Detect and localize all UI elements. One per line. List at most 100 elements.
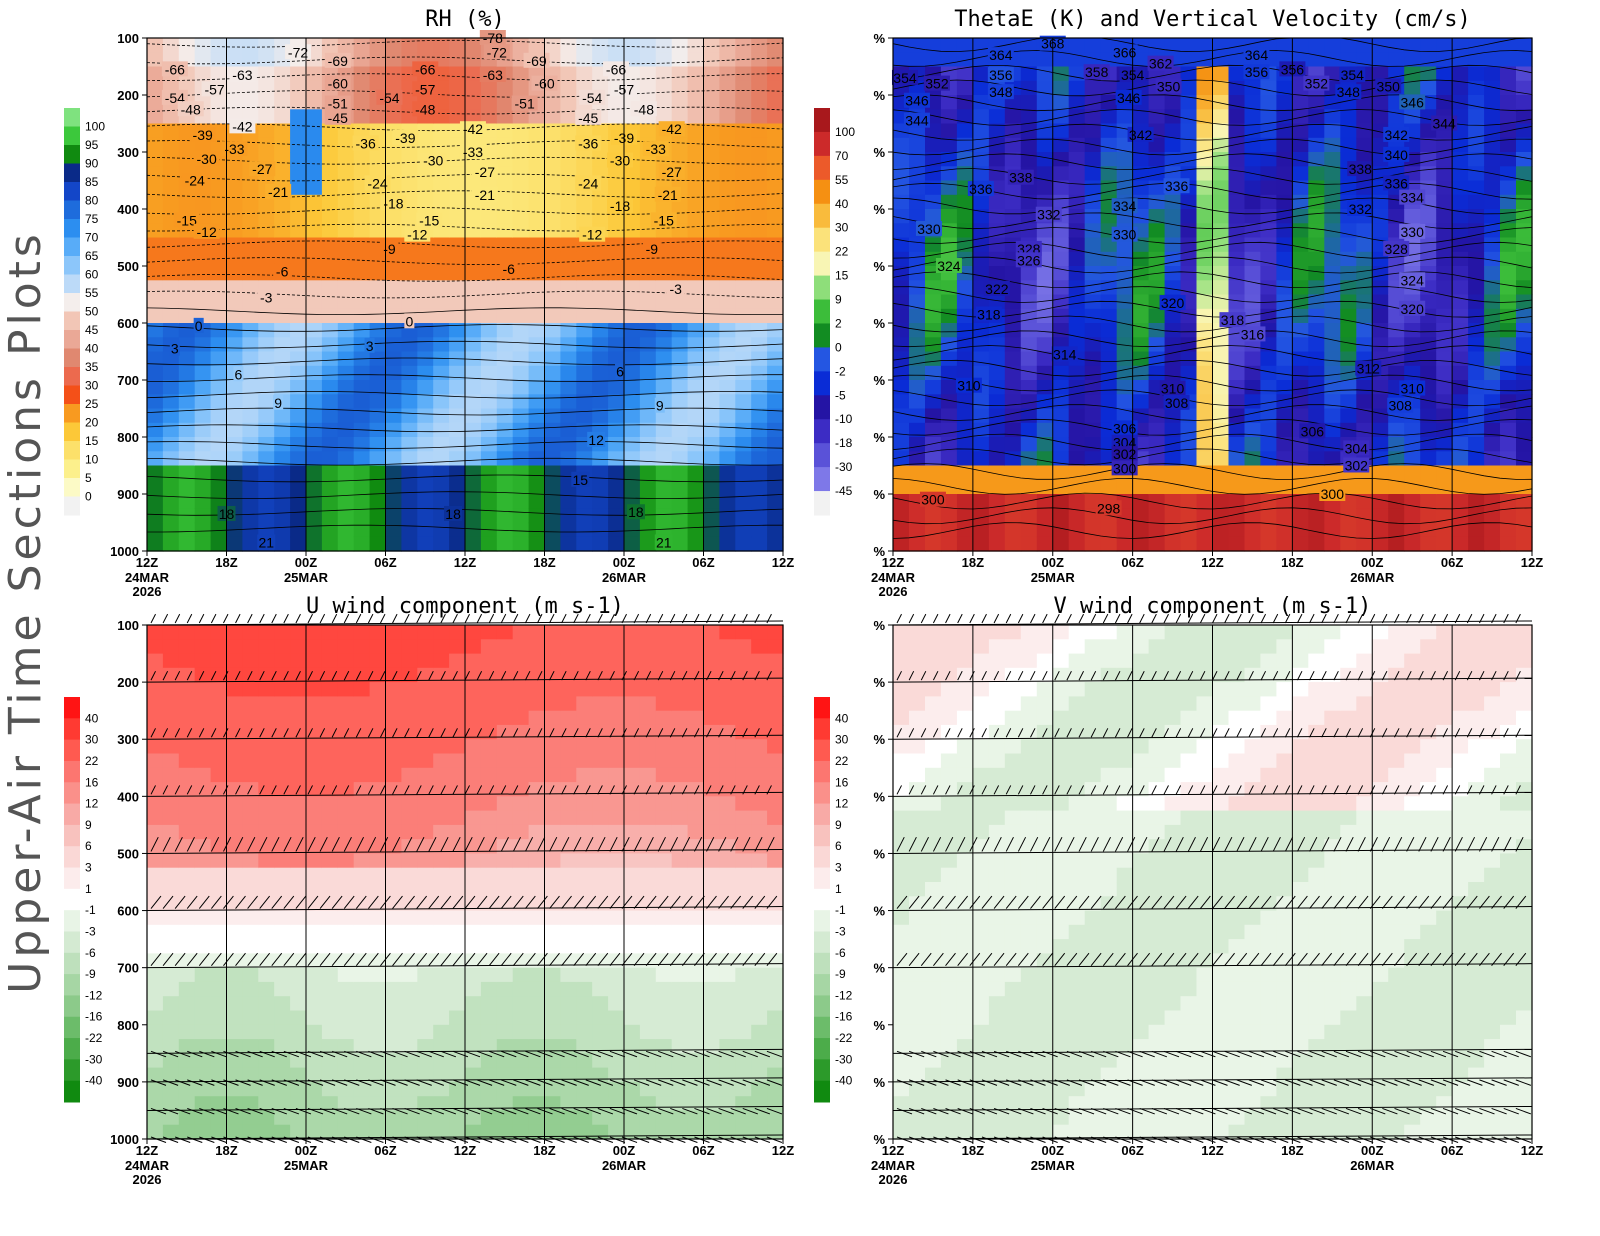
field-cell	[719, 152, 736, 167]
field-cell	[242, 237, 259, 253]
field-cell	[735, 753, 752, 769]
wind-barb	[198, 613, 205, 624]
field-cell	[687, 251, 705, 267]
field-cell	[735, 437, 752, 452]
field-cell	[528, 337, 546, 353]
field-cell	[1020, 522, 1038, 538]
field-cell	[242, 639, 259, 655]
field-cell	[433, 696, 450, 712]
field-cell	[592, 280, 609, 296]
field-cell	[940, 351, 958, 367]
colorbar-label: 70	[835, 149, 849, 163]
field-cell	[178, 408, 196, 424]
field-cell	[369, 323, 387, 338]
field-cell	[687, 437, 705, 452]
field-cell	[687, 123, 705, 139]
field-cell	[226, 682, 243, 697]
field-cell	[178, 710, 196, 726]
field-cell	[735, 1024, 752, 1040]
field-cell	[576, 123, 593, 139]
field-cell	[687, 536, 705, 552]
wind-barb	[271, 613, 277, 624]
field-cell	[369, 853, 387, 869]
field-cell	[560, 323, 577, 338]
field-cell	[1340, 52, 1357, 68]
field-cell	[242, 308, 259, 324]
field-cell	[321, 536, 339, 552]
contour-label: -63	[483, 67, 503, 83]
field-cell	[226, 1124, 243, 1140]
field-cell	[1036, 408, 1054, 424]
field-cell	[385, 422, 402, 438]
field-cell	[655, 853, 673, 869]
field-cell	[1228, 394, 1246, 410]
field-cell	[528, 981, 546, 997]
field-cell	[1036, 123, 1054, 139]
contour-label-bg	[189, 126, 216, 142]
field-cell	[210, 924, 228, 940]
field-cell	[194, 1010, 212, 1026]
field-cell	[1276, 380, 1293, 395]
field-cell	[1452, 152, 1469, 167]
field-cell	[306, 667, 323, 683]
field-cell	[687, 223, 705, 239]
field-cell	[337, 739, 355, 755]
field-cell	[274, 137, 291, 153]
field-cell	[337, 251, 355, 267]
field-cell	[433, 280, 450, 296]
field-cell	[639, 1024, 657, 1040]
field-cell	[767, 796, 784, 812]
field-cell	[480, 696, 498, 712]
field-cell	[909, 422, 926, 438]
field-cell	[767, 152, 784, 167]
field-cell	[290, 796, 307, 812]
field-cell	[1500, 380, 1517, 395]
field-cell	[735, 251, 752, 267]
contour-label: 310	[1401, 381, 1425, 397]
field-cell	[321, 924, 339, 940]
contour-label: -57	[415, 81, 435, 97]
field-cell	[178, 1124, 196, 1140]
field-cell	[1324, 380, 1341, 395]
field-cell	[306, 95, 323, 110]
field-cell	[1084, 251, 1102, 267]
field-cell	[1436, 451, 1453, 467]
field-cell	[576, 251, 593, 267]
field-cell	[624, 380, 641, 395]
field-cell	[321, 465, 339, 481]
contour-label: -9	[383, 241, 396, 257]
field-cell	[274, 667, 291, 683]
field-cell	[353, 753, 371, 769]
field-cell	[226, 1096, 243, 1112]
field-cell	[496, 625, 514, 640]
colorbar-label: 20	[85, 416, 99, 430]
contour-label-bg	[257, 534, 276, 550]
field-cell	[608, 95, 625, 110]
field-cell	[449, 494, 466, 509]
field-cell	[1132, 294, 1150, 310]
field-cell	[417, 767, 434, 783]
field-cell	[608, 653, 625, 669]
field-cell	[608, 667, 625, 683]
field-cell	[369, 753, 387, 769]
field-cell	[147, 365, 164, 381]
field-cell	[178, 953, 196, 969]
field-cell	[1340, 380, 1357, 395]
field-cell	[560, 508, 577, 524]
field-cell	[576, 1067, 593, 1083]
field-cell	[751, 294, 768, 310]
field-cell	[528, 939, 546, 954]
field-cell	[1052, 223, 1070, 239]
field-cell	[512, 853, 530, 869]
field-cell	[433, 996, 450, 1012]
field-cell	[956, 394, 974, 410]
field-cell	[353, 522, 371, 538]
field-cell	[417, 365, 434, 381]
field-cell	[385, 437, 402, 452]
field-cell	[1036, 479, 1054, 495]
field-cell	[560, 924, 577, 940]
field-cell	[1116, 166, 1134, 182]
field-cell	[290, 739, 307, 755]
field-cell	[687, 180, 705, 196]
field-cell	[1340, 408, 1357, 424]
